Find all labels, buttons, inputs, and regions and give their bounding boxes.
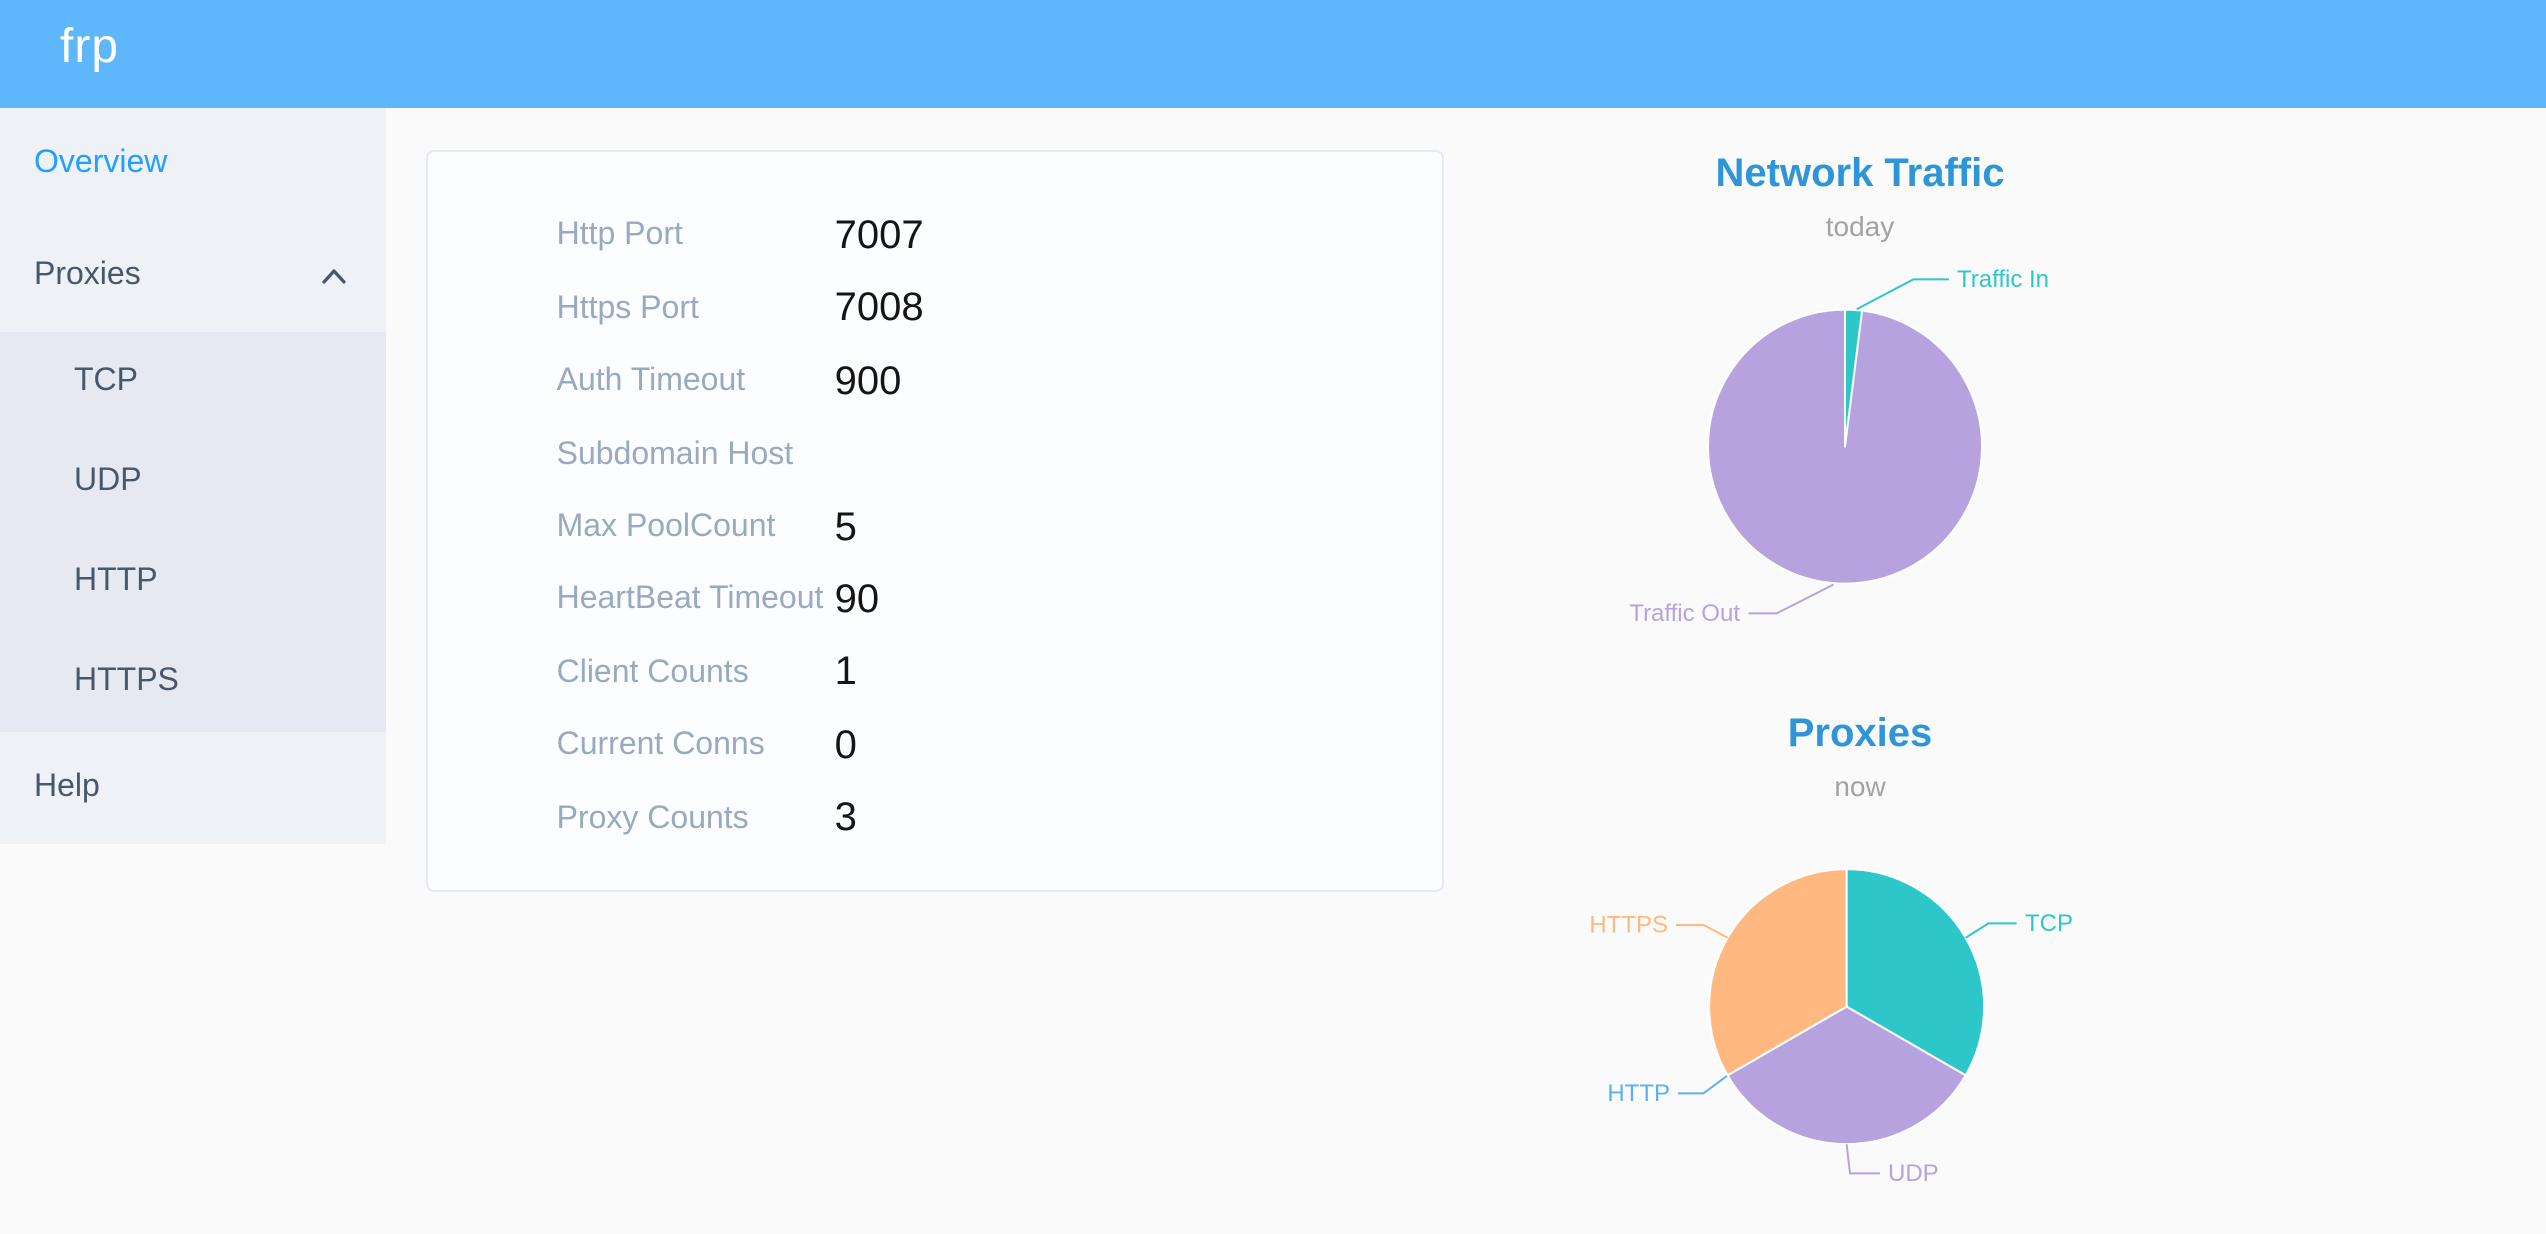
config-row: Current Conns 0 bbox=[429, 710, 1443, 783]
config-row: Subdomain Host bbox=[429, 419, 1443, 492]
config-row: Proxy Counts 3 bbox=[429, 783, 1443, 856]
pie-slice-label: UDP bbox=[1888, 1160, 1939, 1187]
chevron-up-icon bbox=[321, 268, 345, 283]
sidebar-item-label: HTTPS bbox=[74, 663, 179, 697]
sidebar-item-https[interactable]: HTTPS bbox=[0, 631, 385, 731]
config-label: Proxy Counts bbox=[556, 801, 749, 836]
app-logo: frp bbox=[60, 19, 120, 74]
config-row: Auth Timeout 900 bbox=[429, 346, 1443, 419]
chart-title-proxies: Proxies bbox=[1787, 712, 1933, 756]
config-row: Client Counts 1 bbox=[429, 637, 1443, 710]
sidebar-item-label: Overview bbox=[34, 145, 168, 179]
config-value: 5 bbox=[834, 505, 857, 550]
pie-label-line bbox=[1676, 924, 1729, 939]
sidebar-item-http[interactable]: HTTP bbox=[0, 531, 385, 631]
config-label: Subdomain Host bbox=[556, 437, 794, 472]
proxies-pie-chart: TCP UDP HTTP HTTPS bbox=[1589, 868, 2073, 1187]
sidebar-item-label: Help bbox=[34, 769, 100, 803]
config-value: 7008 bbox=[834, 286, 924, 331]
sidebar-item-label: UDP bbox=[74, 463, 142, 497]
config-value: 7007 bbox=[834, 213, 924, 258]
pie-label-line bbox=[1748, 583, 1834, 615]
config-row: Max PoolCount 5 bbox=[429, 492, 1443, 565]
pie-slice-label: HTTP bbox=[1607, 1080, 1670, 1107]
config-label: Http Port bbox=[556, 218, 683, 253]
sidebar-nav: Overview Proxies TCP UDP HTTP HT bbox=[0, 107, 385, 844]
pie-slice-label: Traffic In bbox=[1957, 266, 2049, 293]
sidebar-item-udp[interactable]: UDP bbox=[0, 431, 385, 531]
config-value: 3 bbox=[834, 796, 857, 841]
pie-label-line bbox=[1856, 278, 1949, 311]
pie-slice-label: Traffic Out bbox=[1629, 600, 1740, 627]
pie-slice-traffic-out[interactable] bbox=[1707, 308, 1983, 585]
chart-subtitle-proxies: now bbox=[1834, 770, 1886, 802]
pie-slice-udp[interactable] bbox=[1726, 1005, 1967, 1146]
config-value: 90 bbox=[834, 577, 880, 622]
config-row: Http Port 7007 bbox=[429, 201, 1443, 274]
config-row: HeartBeat Timeout 90 bbox=[429, 564, 1443, 637]
network-traffic-pie-chart: Traffic In Traffic Out bbox=[1629, 266, 2049, 627]
server-config-card: Http Port 7007 Https Port 7008 Auth Time… bbox=[426, 149, 1445, 893]
sidebar-item-label: Proxies bbox=[34, 257, 141, 291]
pie-label-line bbox=[1678, 1074, 1729, 1095]
pie-slice-label: HTTPS bbox=[1589, 912, 1668, 939]
sidebar-item-overview[interactable]: Overview bbox=[0, 107, 385, 219]
config-value: 0 bbox=[834, 723, 857, 768]
config-label: HeartBeat Timeout bbox=[556, 582, 824, 617]
proxies-submenu: TCP UDP HTTP HTTPS bbox=[0, 331, 385, 731]
sidebar-item-tcp[interactable]: TCP bbox=[0, 331, 385, 431]
config-label: Max PoolCount bbox=[556, 510, 776, 545]
sidebar-item-label: HTTP bbox=[74, 563, 158, 597]
sidebar-item-help[interactable]: Help bbox=[0, 731, 385, 843]
pie-slice-label: TCP bbox=[2025, 910, 2073, 937]
sidebar-item-label: TCP bbox=[74, 363, 138, 397]
config-value: 1 bbox=[834, 650, 857, 695]
config-label: Client Counts bbox=[556, 655, 749, 690]
config-label: Current Conns bbox=[556, 728, 765, 763]
sidebar-item-proxies[interactable]: Proxies bbox=[0, 219, 385, 331]
pie-label-line bbox=[1845, 1144, 1880, 1175]
config-label: Https Port bbox=[556, 291, 699, 326]
chart-subtitle-network-traffic: today bbox=[1825, 210, 1895, 242]
app-header: frp bbox=[0, 0, 2546, 107]
pie-label-line bbox=[1965, 922, 2017, 939]
config-value: 900 bbox=[834, 359, 902, 404]
config-row: Https Port 7008 bbox=[429, 273, 1443, 346]
config-label: Auth Timeout bbox=[556, 364, 746, 399]
chart-title-network-traffic: Network Traffic bbox=[1715, 152, 2005, 196]
